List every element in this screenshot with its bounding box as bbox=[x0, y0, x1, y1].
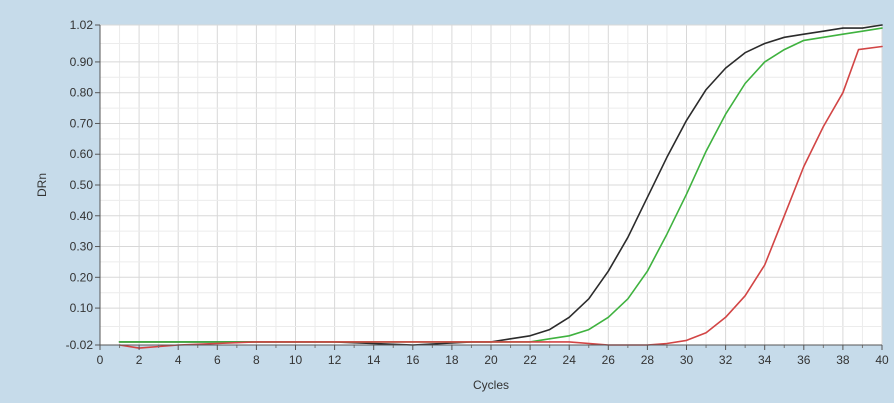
y-tick-label: 1.02 bbox=[70, 18, 94, 32]
y-tick-label: 0.80 bbox=[70, 86, 94, 100]
y-axis: -0.02 0.10 0.20 0.30 0.40 0.50 0.60 0.70 0.80 0.9… bbox=[66, 18, 101, 352]
y-tick-label: 0.30 bbox=[70, 240, 94, 254]
x-tick-label: 34 bbox=[758, 353, 772, 367]
y-tick-label: 0.20 bbox=[70, 270, 94, 284]
x-tick-label: 18 bbox=[445, 353, 459, 367]
x-tick-label: 28 bbox=[641, 353, 655, 367]
x-tick-label: 36 bbox=[797, 353, 811, 367]
x-tick-label: 22 bbox=[523, 353, 537, 367]
y-tick-label: -0.02 bbox=[66, 338, 94, 352]
x-tick-label: 26 bbox=[602, 353, 616, 367]
x-tick-label: 8 bbox=[253, 353, 260, 367]
x-axis: 0 2 4 6 8 10 12 14 16 18 20 22 24 26 28 30 32 34 36 38 40 bbox=[97, 344, 889, 367]
x-tick-label: 20 bbox=[484, 353, 498, 367]
x-tick-label: 24 bbox=[563, 353, 577, 367]
y-tick-label: 0.50 bbox=[70, 178, 94, 192]
x-tick-label: 32 bbox=[719, 353, 733, 367]
y-tick-label: 0.40 bbox=[70, 209, 94, 223]
x-tick-label: 6 bbox=[214, 353, 221, 367]
series-line-3 bbox=[118, 45, 883, 349]
x-tick-label: 16 bbox=[406, 353, 420, 367]
x-tick-label: 38 bbox=[836, 353, 850, 367]
x-tick-label: 4 bbox=[175, 353, 182, 367]
series-line-1 bbox=[118, 24, 883, 346]
series-group bbox=[118, 24, 883, 349]
x-tick-label: 2 bbox=[136, 353, 143, 367]
y-tick-label: 0.60 bbox=[70, 147, 94, 161]
x-tick-label: 14 bbox=[367, 353, 381, 367]
grid bbox=[99, 24, 883, 346]
x-tick-label: 12 bbox=[328, 353, 342, 367]
y-tick-label: 0.70 bbox=[70, 116, 94, 130]
x-tick-label: 0 bbox=[97, 353, 104, 367]
x-tick-label: 40 bbox=[875, 353, 889, 367]
x-tick-label: 30 bbox=[680, 353, 694, 367]
x-axis-title: Cycles bbox=[473, 378, 509, 392]
y-tick-label: 0.90 bbox=[70, 55, 94, 69]
y-tick-label: 0.10 bbox=[70, 301, 94, 315]
x-tick-label: 10 bbox=[289, 353, 303, 367]
y-axis-title: DRn bbox=[35, 173, 49, 197]
